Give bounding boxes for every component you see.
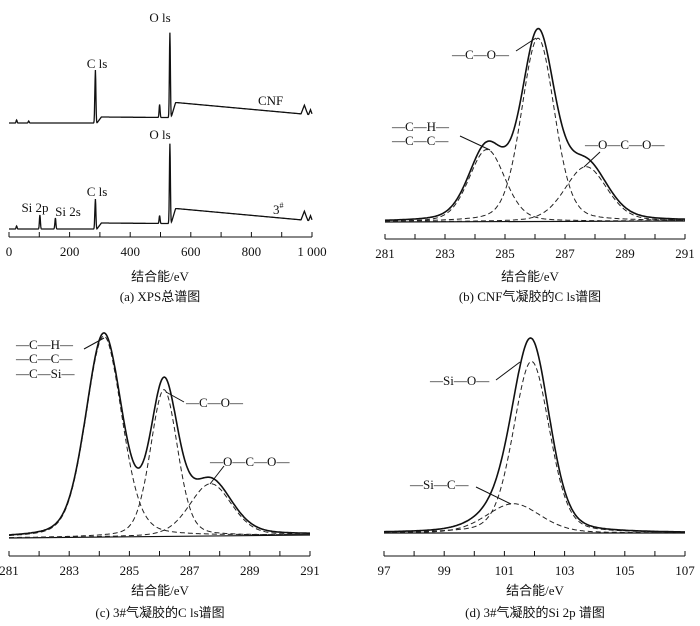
caption-d: (d) 3#气凝胶的Si 2p 谱图 xyxy=(465,605,605,620)
envelope-curve xyxy=(384,27,686,222)
x-tick-label: 289 xyxy=(615,246,635,261)
panel-a-survey: 0 200 400 600 800 1 000 O ls C ls CNF O ls C … xyxy=(6,10,327,304)
component-peak xyxy=(9,335,310,536)
leader-sic xyxy=(475,486,512,505)
leader-ch xyxy=(83,337,105,350)
annotation-c1s-cnf: C ls xyxy=(87,56,108,71)
panel-d-3-si2p: 97 99 101 103 105 107 —Si—O— —Si—C— 结合能/eV (d… xyxy=(378,337,695,620)
x-tick-label: 285 xyxy=(495,246,515,261)
x-tick-label: 281 xyxy=(375,246,395,261)
component-peak xyxy=(385,148,685,222)
annotation-3: 3# xyxy=(273,201,284,217)
x-tick-label: 600 xyxy=(181,244,201,259)
x-tick-label: 1 000 xyxy=(297,244,326,259)
annotation-o1s-cnf: O ls xyxy=(149,10,170,25)
annotation-co: —C—O— xyxy=(451,47,510,62)
annotation-cc: —C—C— xyxy=(15,351,73,366)
component-peak xyxy=(384,37,685,222)
x-tick-label: 200 xyxy=(60,244,80,259)
annotation-sio: —Si—O— xyxy=(429,373,490,388)
x-axis-title-a: 结合能/eV xyxy=(131,269,189,284)
leader-ch xyxy=(459,135,491,151)
annotation-oco: —O—C—O— xyxy=(584,137,665,152)
annotation-cc: —C—C— xyxy=(391,133,449,148)
leader-oco xyxy=(209,465,225,485)
annotation-c1s-3: C ls xyxy=(87,184,108,199)
x-tick-label: 285 xyxy=(120,563,140,578)
x-tick-label: 291 xyxy=(300,563,320,578)
leader-sio xyxy=(495,361,521,381)
x-tick-label: 97 xyxy=(378,563,392,578)
x-axis-title-d: 结合能/eV xyxy=(506,583,564,598)
x-tick-label: 291 xyxy=(675,246,695,261)
x-tick-label: 0 xyxy=(6,244,13,259)
x-tick-label: 283 xyxy=(59,563,79,578)
annotation-si2s: Si 2s xyxy=(55,204,81,219)
x-tick-label: 287 xyxy=(180,563,200,578)
panel-b-cnf-c1s: 281 283 285 287 289 291 —C—O— —C—H— —C—C— —O—… xyxy=(375,27,695,304)
envelope-curve xyxy=(9,332,310,536)
x-tick-label: 107 xyxy=(675,563,695,578)
panel-c-3-c1s: 281 283 285 287 289 291 —C—H— —C—C— —C—Si— —C… xyxy=(0,332,320,620)
x-tick-label: 283 xyxy=(435,246,455,261)
background-line xyxy=(8,534,311,539)
caption-a: (a) XPS总谱图 xyxy=(120,289,201,304)
annotation-co: —C—O— xyxy=(185,395,244,410)
x-tick-label: 281 xyxy=(0,563,19,578)
leader-co xyxy=(165,391,185,403)
x-tick-label: 103 xyxy=(555,563,575,578)
x-tick-label: 105 xyxy=(615,563,635,578)
annotation-cnf: CNF xyxy=(258,93,283,108)
x-tick-label: 800 xyxy=(242,244,262,259)
envelope-curve xyxy=(384,337,685,533)
component-peak xyxy=(9,483,310,539)
annotation-o1s-3: O ls xyxy=(149,127,170,142)
annotation-ch: —C—H— xyxy=(15,337,74,352)
survey-spectrum-sample-3 xyxy=(9,143,313,230)
x-tick-label: 101 xyxy=(495,563,515,578)
component-peak xyxy=(385,166,685,223)
annotation-ch: —C—H— xyxy=(391,119,450,134)
survey-spectrum-cnf xyxy=(9,32,313,124)
annotation-si2p: Si 2p xyxy=(21,200,48,215)
x-tick-label: 289 xyxy=(240,563,260,578)
annotation-csi: —C—Si— xyxy=(15,366,76,381)
annotation-sic: —Si—C— xyxy=(409,477,470,492)
x-tick-label: 287 xyxy=(555,246,575,261)
x-axis-title-c: 结合能/eV xyxy=(131,583,189,598)
leader-co xyxy=(515,37,537,52)
x-axis-title-b: 结合能/eV xyxy=(501,269,559,284)
caption-c: (c) 3#气凝胶的C ls谱图 xyxy=(95,605,224,620)
component-peak xyxy=(384,503,685,534)
leader-oco xyxy=(583,151,601,168)
x-tick-label: 400 xyxy=(120,244,140,259)
annotation-oco: —O—C—O— xyxy=(209,454,290,469)
x-tick-label: 99 xyxy=(438,563,451,578)
caption-b: (b) CNF气凝胶的C ls谱图 xyxy=(459,289,601,304)
